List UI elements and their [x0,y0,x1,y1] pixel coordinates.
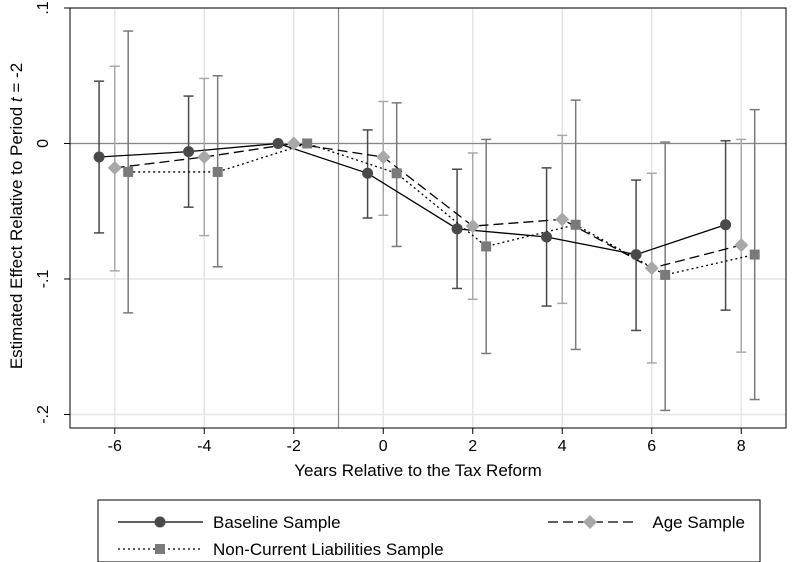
non-current-liabilities-sample-point [123,166,134,177]
x-tick-label: 8 [737,438,746,455]
baseline-sample-point [183,146,195,158]
baseline-sample-point [272,137,284,149]
non-current-liabilities-sample-point [302,138,313,149]
age-sample-point [376,150,391,165]
legend-item-age-sample: Age Sample [548,513,745,532]
legend-marker-age-sample [583,515,597,529]
y-tick-label: -.2 [35,405,52,424]
axes: -6 -4 -2 0 2 4 6 8 -.2 -.1 0 .1 [35,1,746,455]
x-tick-label: 6 [647,438,656,455]
x-tick-label: 0 [379,438,388,455]
legend-item-baseline-sample: Baseline Sample [118,513,341,532]
age-sample-point [107,160,122,175]
y-tick-label: -.1 [35,270,52,289]
baseline-sample-point [451,223,463,235]
age-sample-point [197,150,212,165]
legend-item-non-current-liabilities-sample: Non-Current Liabilities Sample [118,540,444,559]
y-tick-label: .1 [35,1,52,14]
legend-box [97,499,761,562]
legend-label-age-sample: Age Sample [652,513,745,532]
x-tick-label: 2 [468,438,477,455]
x-tick-label: -4 [197,438,211,455]
non-current-liabilities-sample-point [391,168,402,179]
baseline-sample-point [93,151,105,163]
age-sample-point [465,219,480,234]
baseline-sample-point [362,167,374,179]
non-current-liabilities-sample-point [749,249,760,260]
baseline-sample-point [720,219,732,231]
plot-frame [69,7,787,429]
baseline-sample-point [630,249,642,261]
legend: Baseline Sample Age Sample Non-Current Lia… [97,499,761,562]
age-sample-point [555,212,570,227]
legend-marker-baseline-sample [154,516,166,528]
legend-label-baseline-sample: Baseline Sample [213,513,341,532]
legend-label-non-current-liabilities-sample: Non-Current Liabilities Sample [213,540,444,559]
x-tick-label: -6 [108,438,122,455]
age-sample-point [734,238,749,253]
y-axis-title: Estimated Effect Relative to Period t = … [7,63,26,369]
non-current-liabilities-sample-point [570,219,581,230]
y-tick-label: 0 [35,139,52,148]
non-current-liabilities-sample-point [481,241,492,252]
x-tick-label: -2 [287,438,301,455]
baseline-sample-point [541,231,553,243]
age-sample-point [286,136,301,151]
legend-marker-non-current-liabilities-sample [155,544,165,554]
non-current-liabilities-sample-point [212,166,223,177]
series-markers [93,136,760,280]
x-axis-title: Years Relative to the Tax Reform [294,461,542,480]
non-current-liabilities-sample-point [660,269,671,280]
age-sample-point [644,261,659,276]
x-tick-label: 4 [558,438,567,455]
